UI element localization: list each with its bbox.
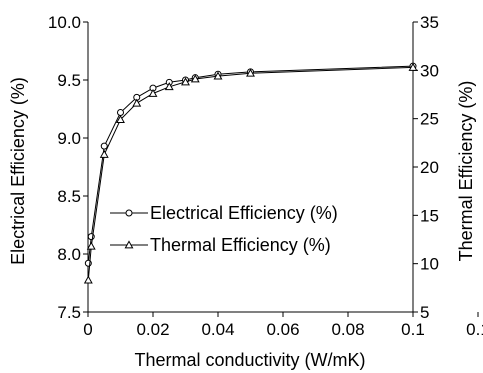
- x-tick-label: 0.02: [136, 320, 169, 339]
- data-point: [116, 115, 125, 124]
- x-tick-label: 0.1: [466, 320, 483, 339]
- data-point: [86, 241, 96, 250]
- legend-entry-2: Thermal Efficiency (%): [110, 235, 331, 255]
- y-right-tick-label: 30: [420, 61, 439, 80]
- y-left-tick-label: 7.5: [57, 303, 81, 322]
- y-left-tick-label: 9.0: [57, 129, 81, 148]
- legend-marker: [125, 209, 133, 217]
- legend-entry-1: Electrical Efficiency (%): [110, 203, 338, 223]
- x-axis-title: Thermal conductivity (W/mK): [134, 350, 365, 370]
- data-point: [408, 62, 418, 71]
- data-point: [99, 149, 109, 158]
- data-point: [213, 71, 223, 80]
- y-right-tick-label: 5: [420, 303, 429, 322]
- axes: 0 0.02 0.04 0.06 0.08 0.1 0.1 7.5 8.0 8.5 9.0 9.5 10…: [48, 13, 483, 339]
- data-point: [100, 142, 108, 150]
- data-point: [83, 275, 93, 284]
- y-right-tick-label: 20: [420, 158, 439, 177]
- legend-marker: [124, 240, 134, 249]
- y-left-tick-label: 9.5: [57, 71, 81, 90]
- data-point: [117, 108, 124, 116]
- x-tick-label: 0.1: [401, 320, 425, 339]
- y-axis-left-title: Electrical Efficiency (%): [8, 77, 28, 265]
- legend-label: Electrical Efficiency (%): [150, 203, 338, 223]
- y-left-tick-label: 8.5: [57, 187, 81, 206]
- x-tick-label: 0.06: [266, 320, 299, 339]
- y-axis-right-title: Thermal Efficiency (%): [456, 81, 476, 262]
- y-left-tick-label: 10.0: [48, 13, 81, 32]
- data-point: [164, 82, 174, 91]
- series-group: [83, 62, 418, 284]
- data-point: [246, 68, 255, 77]
- y-left-tick-label: 8.0: [57, 245, 81, 264]
- data-point: [190, 74, 200, 83]
- series-2: [83, 62, 418, 284]
- series-line: [87, 65, 414, 264]
- data-point: [148, 88, 158, 97]
- data-point: [132, 98, 142, 107]
- legend-label: Thermal Efficiency (%): [150, 235, 331, 255]
- y-right-tick-label: 10: [420, 255, 439, 274]
- data-point: [181, 77, 190, 86]
- series-line: [87, 66, 414, 281]
- x-tick-label: 0.08: [331, 320, 364, 339]
- y-right-tick-label: 35: [420, 13, 439, 32]
- x-tick-label: 0: [83, 320, 92, 339]
- legend: Electrical Efficiency (%) Thermal Efficie…: [110, 203, 338, 255]
- y-right-tick-label: 25: [420, 110, 439, 129]
- x-tick-label: 0.04: [201, 320, 234, 339]
- y-right-tick-label: 15: [420, 206, 439, 225]
